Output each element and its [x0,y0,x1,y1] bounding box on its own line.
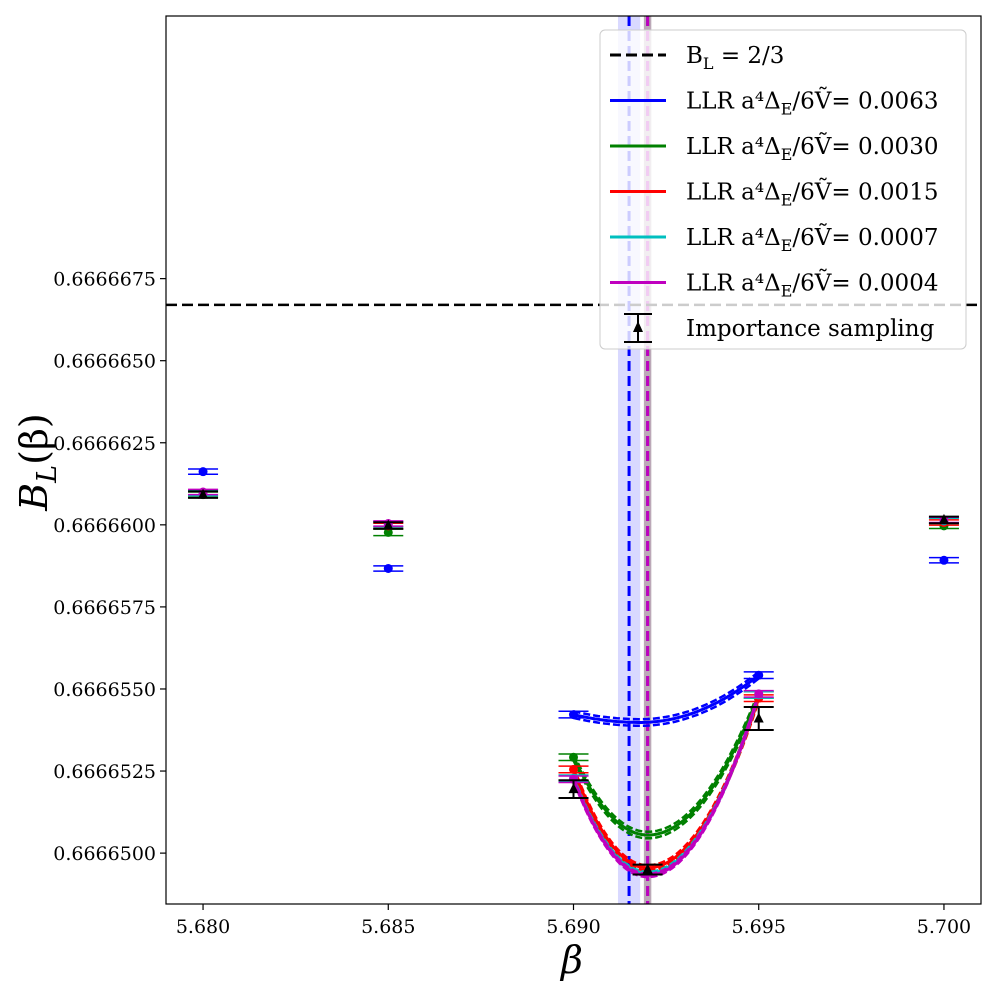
is-point-5 [938,513,949,524]
x-axis-label: β [559,938,583,982]
legend-label-tail-0: = 2/3 [714,43,785,69]
point-1-1 [383,527,393,537]
x-tick-label-3: 5.695 [732,916,786,938]
axes: 5.680 5.685 5.690 5.695 5.700 0.6666500 0.6666… [53,15,982,938]
point-2-2 [569,764,578,774]
y-tick-label-2: 0.6666550 [53,679,156,701]
point-0-3 [754,670,764,680]
is-point-4 [753,712,764,723]
legend-label-sub-0: L [703,54,714,73]
curve-lower-0 [573,677,760,727]
legend-label-tail-1: /6Ṽ= 0.0063 [792,87,938,115]
y-tick-label-5: 0.6666625 [53,433,156,455]
curve-0 [573,674,760,724]
y-label-tail: (β) [12,413,56,465]
legend-box [599,29,967,350]
legend-label-6: Importance sampling [686,316,935,342]
is-point-1 [383,519,394,530]
x-tick-label-2: 5.690 [546,916,600,938]
point-1-2 [569,752,578,762]
fit-curves [572,670,761,879]
legend-label-main-1: LLR a⁴Δ [686,89,781,115]
legend-label-sub-2: E [781,145,793,164]
y-tick-label-3: 0.6666575 [53,597,156,619]
y-label-main: B [12,483,56,512]
legend-label-tail-2: /6Ṽ= 0.0030 [792,132,938,160]
y-tick-label-0: 0.6666500 [53,843,156,865]
legend-label-3: LLR a⁴ΔE/6Ṽ= 0.0015 [686,178,938,210]
x-tick-label-4: 5.700 [917,916,971,938]
legend-label-4: LLR a⁴ΔE/6Ṽ= 0.0007 [686,223,938,255]
legend-label-main-5: LLR a⁴Δ [686,271,781,297]
point-0-1 [383,563,393,573]
y-label-sub: L [32,465,63,484]
curve-lower-1 [572,697,760,840]
legend-label-sub-1: E [781,100,793,119]
curve-1 [572,694,761,837]
x-tick-label-0: 5.680 [176,916,230,938]
x-tick-label-1: 5.685 [361,916,415,938]
y-tick-label-7: 0.6666675 [53,269,156,291]
is-point-2 [568,783,579,794]
legend-label-tail-3: /6Ṽ= 0.0015 [792,178,938,206]
y-tick-label-4: 0.6666600 [53,515,156,537]
legend-label-main-6: Importance sampling [686,316,935,342]
y-tick-label-1: 0.6666525 [53,761,156,783]
legend-label-main-3: LLR a⁴Δ [686,180,781,206]
legend-label-sub-5: E [781,282,793,301]
curve-upper-0 [573,670,760,721]
legend-label-sub-3: E [781,191,793,210]
point-0-0 [198,467,208,477]
point-4-3 [754,689,764,699]
legend-label-2: LLR a⁴ΔE/6Ṽ= 0.0030 [686,132,938,164]
legend-label-5: LLR a⁴ΔE/6Ṽ= 0.0004 [686,269,938,301]
legend-label-tail-4: /6Ṽ= 0.0007 [792,223,938,251]
legend-label-0: BL = 2/3 [686,43,784,73]
legend-marker-triangle [633,321,643,332]
y-tick-label-6: 0.6666650 [53,351,156,373]
legend-label-main-2: LLR a⁴Δ [686,134,781,160]
curve-lower-2 [572,700,760,872]
legend-label-tail-5: /6Ṽ= 0.0004 [792,269,938,297]
data-points [188,467,959,876]
legend-label-main-4: LLR a⁴Δ [686,225,781,251]
is-point-3 [642,863,653,874]
curve-4 [572,693,761,877]
legend-label-sub-4: E [781,236,793,255]
point-0-4 [939,555,949,565]
is-point-0 [198,488,209,499]
legend-label-1: LLR a⁴ΔE/6Ṽ= 0.0063 [686,87,938,119]
point-0-2 [569,710,578,720]
legend-label-main-0: B [686,43,703,69]
y-axis-label: BL(β) [12,413,63,512]
